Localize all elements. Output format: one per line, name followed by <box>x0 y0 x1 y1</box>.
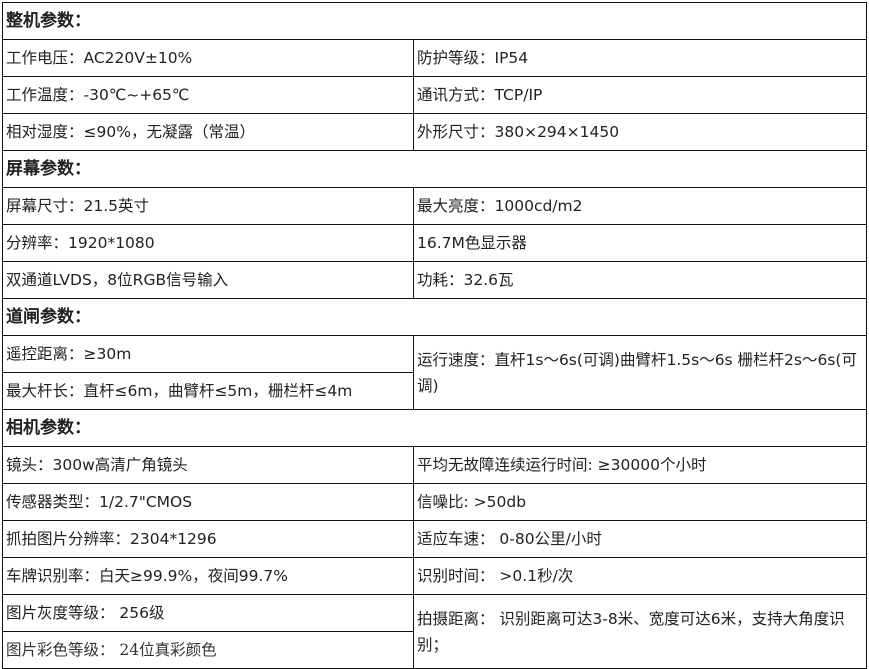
spec-cell: 抓拍图片分辨率：2304*1296 <box>2 520 414 558</box>
spec-cell: 工作温度：-30℃~+65℃ <box>2 76 414 114</box>
table-row: 工作温度：-30℃~+65℃ 通讯方式：TCP/IP <box>2 76 867 114</box>
spec-cell: 16.7M色显示器 <box>413 224 867 262</box>
section-title-camera: 相机参数： <box>2 409 867 447</box>
table-row: 镜头：300w高清广角镜头 平均无故障连续运行时间: ≥30000个小时 <box>2 446 867 484</box>
spec-cell: 屏幕尺寸：21.5英寸 <box>2 187 414 225</box>
spec-cell: 防护等级：IP54 <box>413 39 867 77</box>
spec-cell: 镜头：300w高清广角镜头 <box>2 446 414 484</box>
spec-cell: 通讯方式：TCP/IP <box>413 76 867 114</box>
table-row: 抓拍图片分辨率：2304*1296 适应车速： 0-80公里/小时 <box>2 520 867 558</box>
table-row: 双通道LVDS，8位RGB信号输入 功耗：32.6瓦 <box>2 261 867 299</box>
table-row: 图片灰度等级： 256级 拍摄距离： 识别距离可达3-8米、宽度可达6米，支持大角… <box>2 594 867 669</box>
spec-cell: 拍摄距离： 识别距离可达3-8米、宽度可达6米，支持大角度识别； <box>413 594 867 669</box>
spec-cell: 外形尺寸：380×294×1450 <box>413 113 867 151</box>
spec-cell: 平均无故障连续运行时间: ≥30000个小时 <box>413 446 867 484</box>
spec-cell: 车牌识别率：白天≥99.9%，夜间99.7% <box>2 557 414 595</box>
spec-cell: 适应车速： 0-80公里/小时 <box>413 520 867 558</box>
spec-cell: 相对湿度：≤90%，无凝露（常温） <box>2 113 414 151</box>
spec-cell: 遥控距离：≥30m <box>2 335 414 373</box>
table-row: 遥控距离：≥30m 运行速度：直杆1s～6s(可调)曲臂杆1.5s～6s 栅栏杆2… <box>2 335 867 410</box>
spec-cell: 信噪比: >50db <box>413 483 867 521</box>
spec-cell: 图片灰度等级： 256级 <box>2 594 414 632</box>
spec-cell: 双通道LVDS，8位RGB信号输入 <box>2 261 414 299</box>
spec-cell: 分辨率：1920*1080 <box>2 224 414 262</box>
spec-cell: 图片彩色等级： 24位真彩颜色 <box>2 631 414 669</box>
spec-cell: 工作电压：AC220V±10% <box>2 39 414 77</box>
table-row: 屏幕尺寸：21.5英寸 最大亮度：1000cd/m2 <box>2 187 867 225</box>
table-row: 传感器类型：1/2.7"CMOS 信噪比: >50db <box>2 483 867 521</box>
table-row: 分辨率：1920*1080 16.7M色显示器 <box>2 224 867 262</box>
spec-cell: 运行速度：直杆1s～6s(可调)曲臂杆1.5s～6s 栅栏杆2s～6s(可调) <box>413 335 867 410</box>
spec-cell: 最大杆长：直杆≤6m，曲臂杆≤5m，栅栏杆≤4m <box>2 372 414 410</box>
spec-cell: 最大亮度：1000cd/m2 <box>413 187 867 225</box>
table-row: 相对湿度：≤90%，无凝露（常温） 外形尺寸：380×294×1450 <box>2 113 867 151</box>
spec-cell: 传感器类型：1/2.7"CMOS <box>2 483 414 521</box>
table-row: 车牌识别率：白天≥99.9%，夜间99.7% 识别时间： >0.1秒/次 <box>2 557 867 595</box>
spec-cell: 功耗：32.6瓦 <box>413 261 867 299</box>
table-row: 图片彩色等级： 24位真彩颜色 <box>2 631 867 669</box>
section-title-screen: 屏幕参数： <box>2 150 867 188</box>
table-row: 最大杆长：直杆≤6m，曲臂杆≤5m，栅栏杆≤4m <box>2 372 867 410</box>
table-row: 工作电压：AC220V±10% 防护等级：IP54 <box>2 39 867 77</box>
spec-cell: 识别时间： >0.1秒/次 <box>413 557 867 595</box>
section-title-gate: 道闸参数： <box>2 298 867 336</box>
section-title-machine: 整机参数： <box>2 2 867 40</box>
